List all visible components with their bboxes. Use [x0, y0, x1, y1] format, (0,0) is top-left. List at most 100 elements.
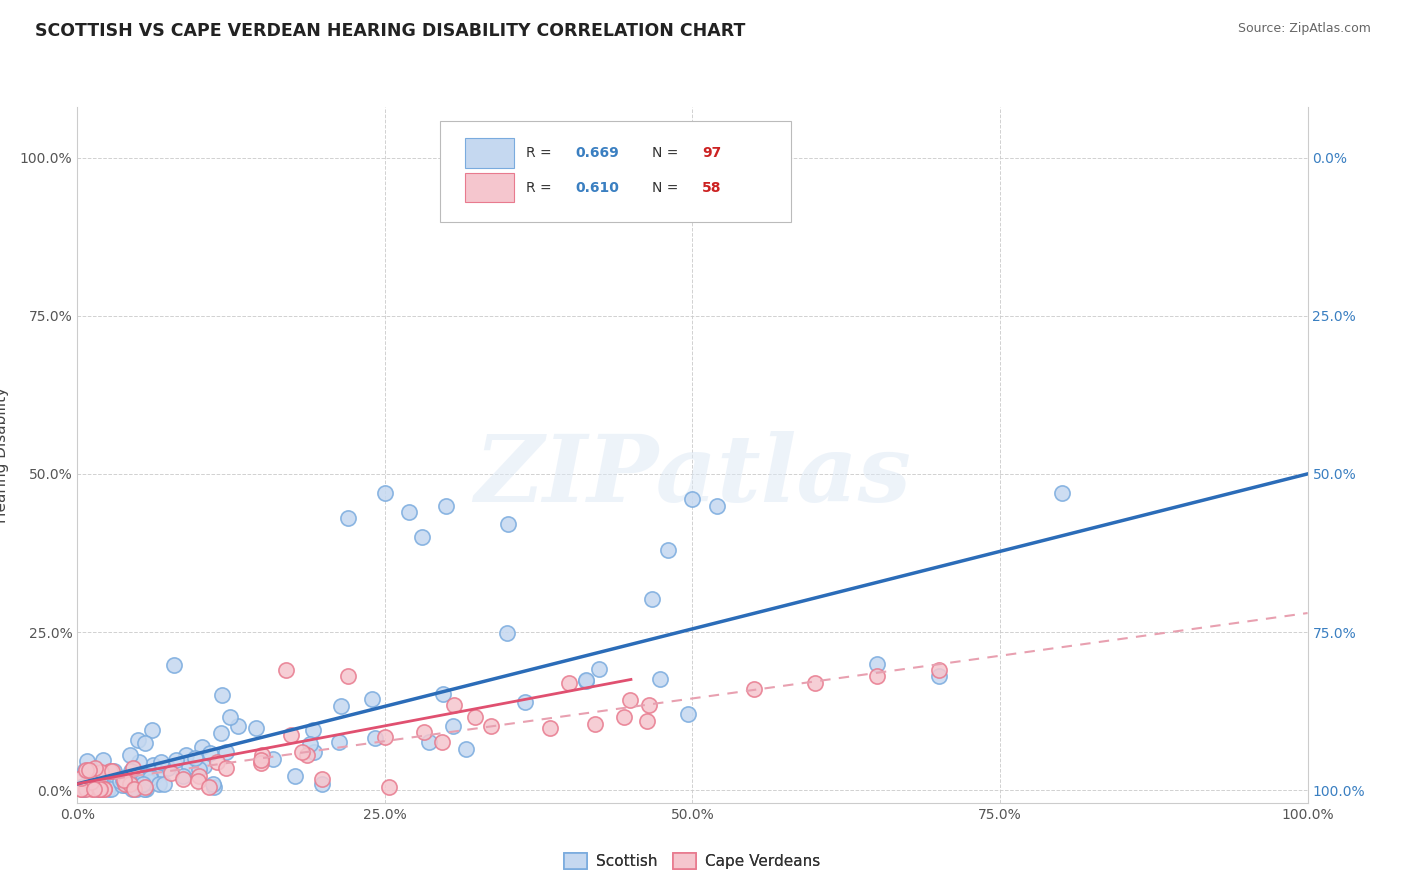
- Point: [374, 731, 396, 745]
- FancyBboxPatch shape: [465, 138, 515, 168]
- Point: [172, 769, 194, 783]
- Point: [187, 769, 209, 783]
- Point: [496, 625, 519, 640]
- Point: [513, 695, 536, 709]
- FancyBboxPatch shape: [465, 173, 515, 202]
- Point: [86, 781, 108, 796]
- Text: Source: ZipAtlas.com: Source: ZipAtlas.com: [1237, 22, 1371, 36]
- Point: [103, 764, 125, 778]
- Point: [209, 725, 232, 739]
- Point: [619, 693, 641, 707]
- Point: [479, 718, 502, 732]
- Point: [250, 747, 273, 762]
- Point: [112, 772, 135, 787]
- Text: 58: 58: [703, 181, 721, 194]
- Point: [202, 780, 225, 794]
- Point: [122, 772, 145, 786]
- Point: [156, 760, 179, 774]
- Point: [302, 723, 325, 738]
- Point: [648, 673, 671, 687]
- Text: 97: 97: [703, 146, 721, 160]
- Point: [145, 768, 167, 782]
- Point: [148, 777, 170, 791]
- Legend: Scottish, Cape Verdeans: Scottish, Cape Verdeans: [558, 847, 827, 875]
- Point: [804, 675, 827, 690]
- Point: [928, 669, 950, 683]
- Point: [80, 775, 103, 789]
- Point: [90, 764, 112, 779]
- Point: [73, 781, 96, 796]
- Point: [150, 755, 173, 769]
- Point: [219, 710, 242, 724]
- Point: [558, 675, 581, 690]
- Point: [87, 781, 110, 796]
- Point: [163, 657, 186, 672]
- Point: [742, 681, 765, 696]
- Text: 0.610: 0.610: [575, 181, 620, 194]
- Point: [97, 781, 120, 796]
- Point: [93, 781, 115, 796]
- Point: [276, 663, 298, 677]
- Point: [613, 710, 636, 724]
- Point: [112, 775, 135, 789]
- Point: [575, 673, 598, 687]
- Point: [100, 764, 122, 778]
- Point: [75, 763, 97, 777]
- Point: [226, 719, 249, 733]
- Point: [89, 772, 111, 786]
- Point: [588, 662, 610, 676]
- Point: [159, 766, 181, 780]
- Point: [432, 687, 454, 701]
- Point: [205, 755, 228, 769]
- Point: [73, 763, 96, 777]
- Point: [302, 745, 325, 759]
- Point: [337, 669, 360, 683]
- Point: [436, 499, 458, 513]
- Point: [80, 768, 103, 782]
- Point: [311, 777, 333, 791]
- Point: [165, 753, 187, 767]
- Point: [139, 771, 162, 785]
- Point: [75, 780, 97, 794]
- Point: [114, 778, 136, 792]
- Text: SCOTTISH VS CAPE VERDEAN HEARING DISABILITY CORRELATION CHART: SCOTTISH VS CAPE VERDEAN HEARING DISABIL…: [35, 22, 745, 40]
- Point: [496, 517, 519, 532]
- Point: [706, 499, 728, 513]
- Text: N =: N =: [652, 181, 682, 194]
- Point: [682, 492, 704, 507]
- Point: [295, 748, 318, 763]
- Point: [70, 781, 93, 796]
- Point: [114, 777, 136, 791]
- Point: [284, 769, 307, 783]
- Point: [193, 758, 215, 772]
- Point: [70, 771, 93, 785]
- Point: [454, 742, 477, 756]
- Point: [411, 530, 433, 544]
- Point: [678, 707, 700, 722]
- Point: [337, 511, 360, 525]
- Point: [191, 740, 214, 755]
- Point: [90, 781, 112, 796]
- Point: [100, 781, 122, 796]
- Point: [214, 761, 236, 775]
- Point: [134, 736, 156, 750]
- Point: [83, 781, 105, 796]
- Point: [928, 663, 950, 677]
- Point: [70, 781, 93, 796]
- Point: [430, 735, 453, 749]
- Point: [280, 728, 302, 742]
- Point: [441, 719, 464, 733]
- Point: [464, 710, 486, 724]
- Point: [72, 779, 94, 793]
- Point: [132, 781, 155, 796]
- Point: [152, 777, 174, 791]
- Point: [98, 765, 121, 780]
- Point: [249, 753, 271, 767]
- Point: [215, 745, 238, 759]
- Point: [127, 733, 149, 747]
- Point: [89, 781, 111, 796]
- Point: [198, 780, 221, 794]
- Point: [637, 698, 659, 713]
- Point: [583, 717, 606, 731]
- Point: [188, 762, 211, 776]
